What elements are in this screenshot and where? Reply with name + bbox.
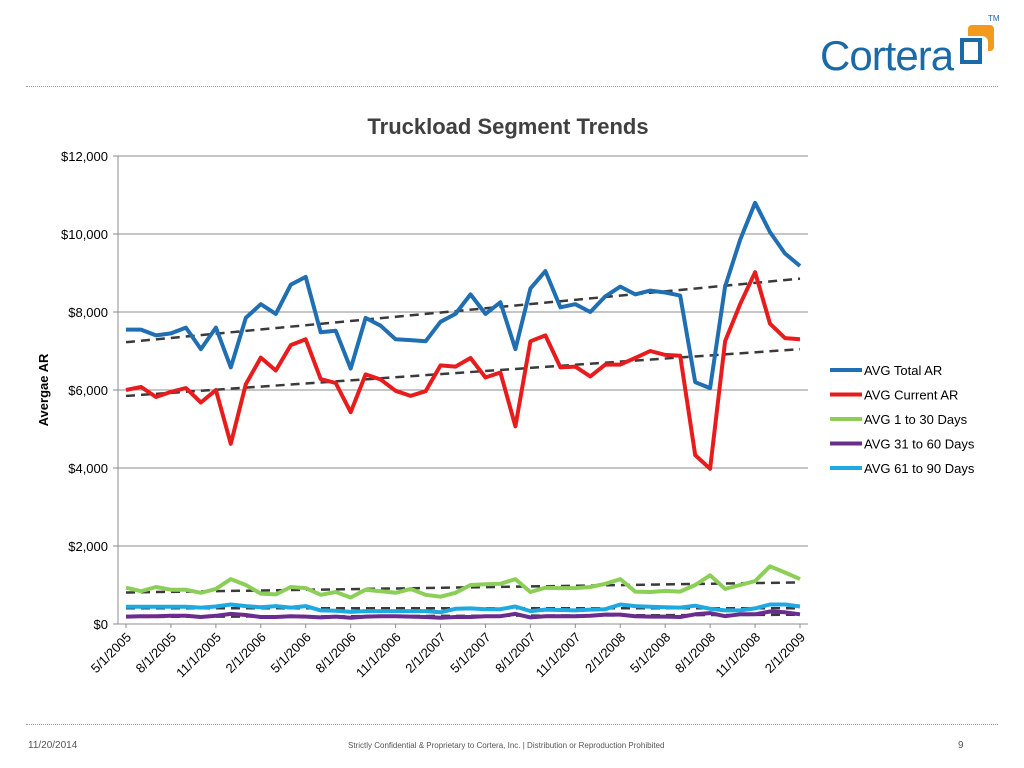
- legend-label: AVG 1 to 30 Days: [864, 412, 968, 427]
- logo-trademark: TM: [988, 14, 1000, 23]
- series-line: [125, 564, 801, 600]
- footer-confidential: Strictly Confidential & Proprietary to C…: [348, 741, 665, 750]
- legend: AVG Total AR AVG Current AR AVG 1 to 30 Da…: [830, 363, 975, 476]
- page-number: 9: [958, 740, 964, 751]
- footer-divider: [26, 724, 998, 725]
- x-tick-label: 11/1/2006: [353, 630, 404, 681]
- series-line: [126, 602, 801, 615]
- x-tick-label: 5/1/2007: [447, 630, 493, 676]
- y-tick-label: $0: [94, 617, 108, 632]
- y-tick-label: $2,000: [68, 539, 108, 554]
- footer-date: 11/20/2014: [28, 740, 78, 751]
- y-axis-label: Avergae AR: [36, 353, 51, 426]
- header-divider: [26, 86, 998, 87]
- line-chart: Truckload Segment Trends Avergae AR $0 $2…: [36, 114, 975, 680]
- series-line: [125, 609, 801, 620]
- x-tick-label: 8/1/2008: [672, 630, 718, 676]
- y-tick-label: $10,000: [61, 227, 108, 242]
- x-tick-label: 8/1/2007: [492, 630, 538, 676]
- y-tick-label: $4,000: [68, 461, 108, 476]
- x-tick-label: 8/1/2005: [133, 630, 179, 676]
- y-axis-ticks: $0 $2,000 $4,000 $6,000 $8,000 $10,000 $12,000: [61, 149, 108, 632]
- y-tick-label: $12,000: [61, 149, 108, 164]
- x-tick-label: 11/1/2008: [712, 630, 763, 681]
- x-tick-label: 2/1/2008: [582, 630, 628, 676]
- cortera-logo: Cortera TM: [818, 14, 1008, 79]
- x-tick-label: 11/1/2005: [173, 630, 224, 681]
- x-tick-label: 2/1/2006: [223, 630, 269, 676]
- legend-label: AVG 31 to 60 Days: [864, 437, 975, 452]
- y-tick-label: $6,000: [68, 383, 108, 398]
- series-line: [126, 200, 802, 391]
- series-lines: [125, 200, 802, 620]
- x-tick-label: 2/1/2007: [402, 630, 448, 676]
- x-tick-label: 2/1/2009: [762, 630, 808, 676]
- logo-wordmark: Cortera: [820, 32, 954, 79]
- x-axis-ticks: 5/1/20058/1/200511/1/20052/1/20065/1/200…: [88, 624, 808, 680]
- trendline: [125, 347, 801, 398]
- trendlines: [125, 277, 801, 619]
- y-tick-label: $8,000: [68, 305, 108, 320]
- x-tick-label: 8/1/2006: [312, 630, 358, 676]
- logo-mark-icon: [956, 25, 994, 66]
- legend-label: AVG Total AR: [864, 363, 942, 378]
- legend-label: AVG Current AR: [864, 388, 958, 403]
- x-tick-label: 5/1/2008: [627, 630, 673, 676]
- chart-title: Truckload Segment Trends: [367, 114, 648, 139]
- grid: [113, 155, 808, 625]
- x-tick-label: 5/1/2005: [88, 630, 134, 676]
- x-tick-label: 5/1/2006: [267, 630, 313, 676]
- trendline: [125, 277, 801, 344]
- series-line: [125, 270, 801, 471]
- legend-label: AVG 61 to 90 Days: [864, 461, 975, 476]
- x-tick-label: 11/1/2007: [533, 630, 584, 681]
